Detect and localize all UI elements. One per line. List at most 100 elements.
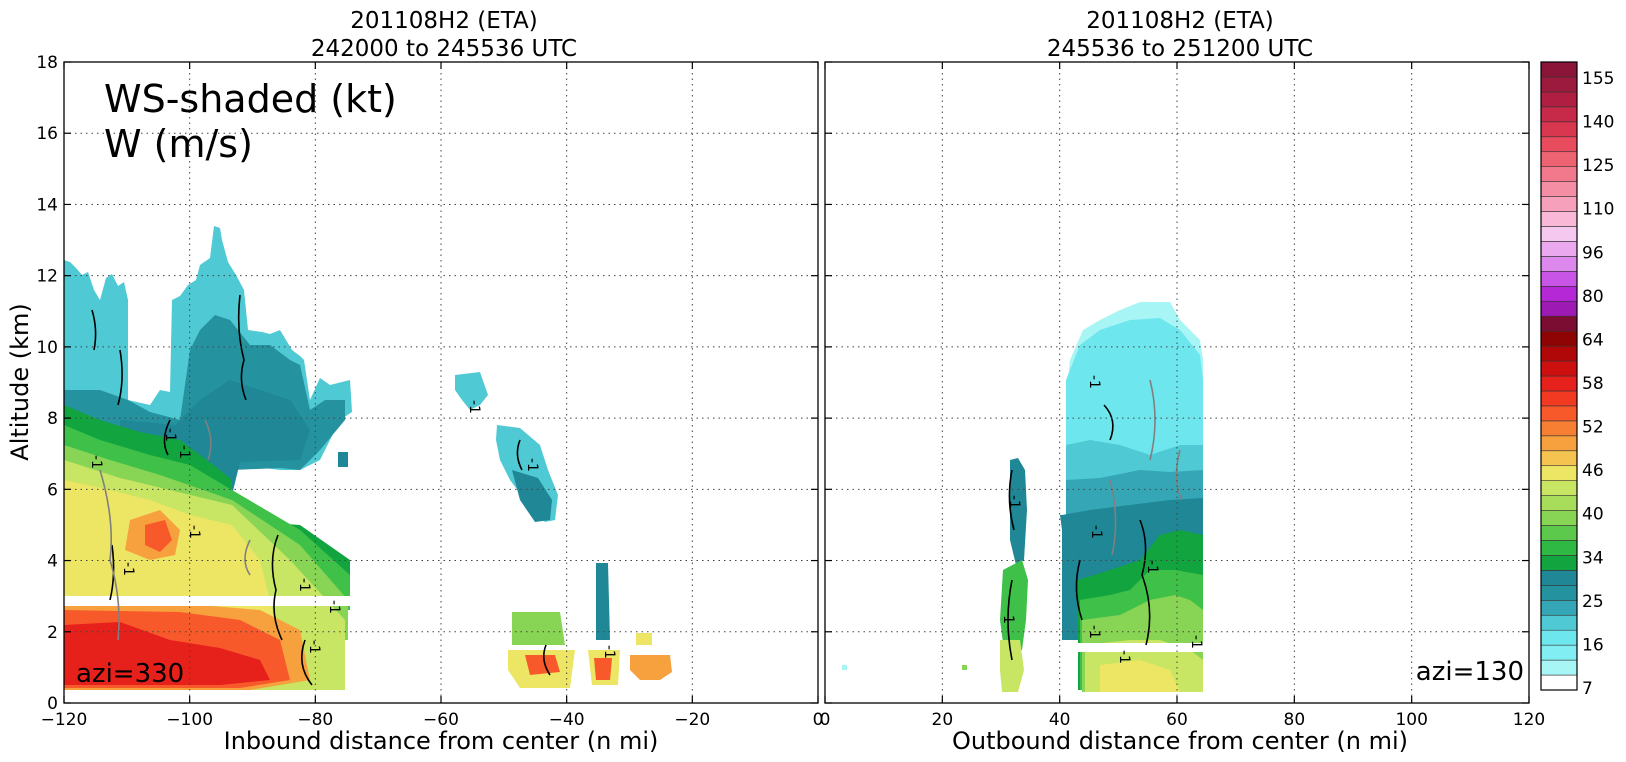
right-w-contours [1007, 379, 1183, 661]
y-tick-label: 2 [47, 623, 58, 643]
shade-r-left-block [1060, 515, 1078, 560]
y-tick-label: 16 [36, 124, 58, 144]
y-tick-label: 10 [36, 338, 58, 358]
colorbar-level [1540, 121, 1578, 138]
colorbar-level [1540, 570, 1578, 586]
x-tick-label: 80 [1284, 710, 1306, 730]
right-shading [842, 302, 1203, 692]
left-annotation-w: W (m/s) [104, 122, 253, 166]
contour-label: -1 [176, 445, 192, 459]
right-grid [825, 62, 1529, 703]
left-ticks: −120 −100 −80 −60 −40 −20 0 0 2 4 6 8 10 12 14 16 18 [36, 53, 823, 730]
colorbar-tick-label: 96 [1582, 243, 1604, 263]
speckle-2 [962, 665, 967, 670]
shade-r-tower-yellow [1000, 640, 1024, 692]
colorbar-level [1540, 315, 1578, 332]
left-title: 201108H2 (ETA) [350, 8, 538, 34]
left-grid [64, 62, 818, 703]
y-tick-label: 0 [47, 694, 58, 714]
colorbar-level [1540, 360, 1578, 377]
colorbar-level [1540, 241, 1578, 257]
shade-r-yellow [1100, 660, 1180, 692]
colorbar-level [1540, 330, 1578, 347]
colorbar-tick-label: 64 [1582, 330, 1604, 350]
colorbar-tick-label: 25 [1582, 592, 1604, 612]
shade-r-tower-green [1000, 560, 1028, 650]
colorbar-level [1540, 510, 1578, 526]
contour-label: -1 [1116, 650, 1132, 664]
colorbar-level [1540, 166, 1578, 182]
y-tick-label: 14 [36, 195, 58, 215]
colorbar-level [1540, 211, 1578, 227]
left-subtitle: 242000 to 245536 UTC [311, 36, 577, 62]
left-shading [64, 226, 672, 690]
shade-echo-mid1 [455, 372, 488, 410]
shade-echo-low2-red [525, 655, 560, 675]
right-azimuth-label: azi=130 [1416, 657, 1524, 687]
w-contours [91, 294, 551, 686]
left-azimuth-label: azi=330 [76, 659, 184, 689]
contour-label: -1 [1006, 495, 1022, 509]
x-tick-label: −100 [166, 710, 213, 730]
colorbar-level [1540, 599, 1578, 616]
right-subtitle: 245536 to 251200 UTC [1047, 36, 1313, 62]
colorbar-tick-label: 155 [1582, 69, 1614, 89]
colorbar-tick-label: 140 [1582, 113, 1614, 133]
shade-echo-tower [596, 563, 610, 640]
x-tick-label: −80 [297, 710, 333, 730]
colorbar-level [1540, 390, 1578, 407]
right-panel: 201108H2 (ETA) 245536 to 251200 UTC [820, 8, 1546, 755]
contour-label: -1 [162, 428, 178, 442]
colorbar-tick-label: 34 [1582, 548, 1604, 568]
contour-label: -1 [120, 562, 136, 576]
colorbar-level [1540, 61, 1578, 78]
colorbar-level [1540, 585, 1578, 601]
right-title: 201108H2 (ETA) [1086, 8, 1274, 34]
colorbar-level [1540, 450, 1578, 467]
colorbar-level [1540, 435, 1578, 452]
x-tick-label: 0 [813, 710, 824, 730]
y-tick-label: 18 [36, 53, 58, 73]
colorbar-level [1540, 196, 1578, 212]
contour-label: -1 [1086, 375, 1102, 389]
colorbar-level [1540, 106, 1578, 123]
shade-red-lower [64, 622, 270, 685]
colorbar-level [1540, 345, 1578, 362]
shade-echo-low4 [630, 655, 672, 680]
contour-label: -1 [1086, 625, 1102, 639]
contour-label: -1 [601, 645, 617, 659]
colorbar-level [1540, 480, 1578, 496]
colorbar-level [1540, 285, 1578, 302]
x-tick-label: −60 [423, 710, 459, 730]
x-tick-label: −120 [41, 710, 88, 730]
colorbar-level [1540, 540, 1578, 556]
x-tick-label: 0 [820, 710, 831, 730]
colorbar-level [1540, 375, 1578, 392]
left-ylabel: Altitude (km) [6, 303, 34, 460]
shade-echo-low5 [636, 633, 652, 645]
x-tick-label: 60 [1166, 710, 1188, 730]
colorbar-level [1540, 151, 1578, 167]
colorbar-tick-label: 80 [1582, 287, 1604, 307]
contour-label: -1 [1144, 560, 1160, 574]
contour-label: -1 [306, 640, 322, 654]
contour-label: -1 [88, 455, 104, 469]
shade-r-tower-teal [1010, 458, 1027, 565]
colorbar-tick-label: 52 [1582, 418, 1604, 438]
colorbar-level [1540, 181, 1578, 197]
x-tick-label: 40 [1049, 710, 1071, 730]
colorbar-level [1540, 555, 1578, 571]
colorbar-level [1540, 659, 1578, 676]
colorbar-tick-label: 110 [1582, 200, 1614, 220]
colorbar-level [1540, 525, 1578, 541]
colorbar-frame [1540, 61, 1578, 691]
colorbar-tick-label: 7 [1582, 679, 1593, 699]
colorbar-level [1540, 614, 1578, 631]
contour-label: -1 [524, 458, 540, 472]
x-tick-label: −40 [549, 710, 585, 730]
colorbar-level [1540, 271, 1578, 287]
colorbar-level [1540, 629, 1578, 646]
colorbar-level [1540, 405, 1578, 422]
contour-label: -1 [296, 578, 312, 592]
